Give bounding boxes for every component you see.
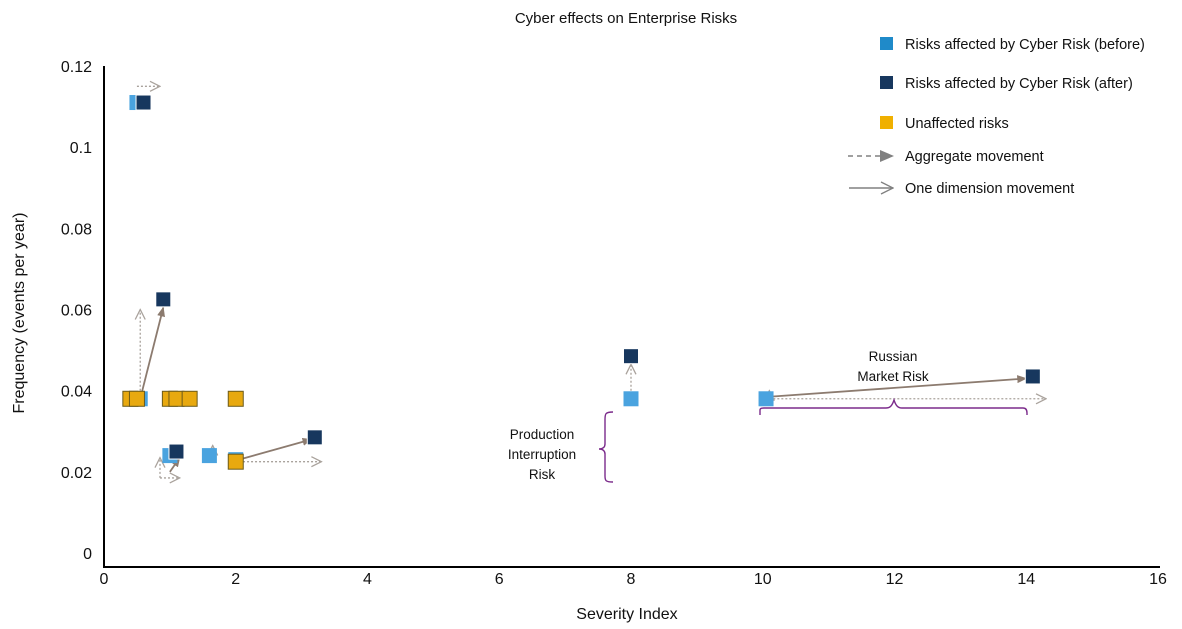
production-risk-label: Production Interruption Risk bbox=[508, 427, 576, 482]
movement-arrows bbox=[137, 86, 1046, 478]
y-tick-label: 0.1 bbox=[70, 140, 92, 157]
x-tick-label: 8 bbox=[627, 571, 636, 588]
point-after bbox=[168, 443, 185, 460]
legend-label-before: Risks affected by Cyber Risk (before) bbox=[905, 37, 1145, 53]
point-after bbox=[306, 429, 323, 446]
x-tick-label: 2 bbox=[231, 571, 240, 588]
aggregate-movement-arrow bbox=[238, 437, 313, 461]
point-before bbox=[758, 391, 774, 407]
x-tick-label: 10 bbox=[754, 571, 772, 588]
russian-market-risk-label: Russian Market Risk bbox=[857, 349, 929, 384]
y-tick-label: 0.06 bbox=[61, 303, 92, 320]
chart-title: Cyber effects on Enterprise Risks bbox=[515, 10, 737, 27]
x-tick-label: 0 bbox=[100, 571, 109, 588]
point-unaffected bbox=[227, 453, 244, 470]
axes bbox=[103, 66, 1160, 568]
point-before bbox=[201, 448, 217, 464]
point-unaffected bbox=[128, 390, 145, 407]
point-after bbox=[623, 348, 639, 365]
legend-label-aggregate: Aggregate movement bbox=[905, 149, 1044, 165]
x-tick-label: 16 bbox=[1149, 571, 1167, 588]
point-after bbox=[135, 94, 152, 111]
data-points bbox=[122, 94, 1041, 470]
legend: Risks affected by Cyber Risk (before) Ri… bbox=[848, 37, 1145, 197]
point-before bbox=[623, 391, 639, 407]
y-tick-label: 0.08 bbox=[61, 221, 92, 238]
point-after bbox=[1024, 368, 1041, 385]
x-axis-title: Severity Index bbox=[576, 606, 677, 623]
y-tick-label: 0.12 bbox=[61, 59, 92, 76]
point-unaffected bbox=[227, 390, 244, 407]
legend-label-after: Risks affected by Cyber Risk (after) bbox=[905, 76, 1133, 92]
point-after bbox=[155, 291, 172, 308]
legend-label-one-dimension: One dimension movement bbox=[905, 181, 1074, 197]
aggregate-movement-arrow bbox=[139, 306, 165, 400]
legend-swatch-after bbox=[880, 76, 893, 89]
legend-swatch-before bbox=[880, 37, 893, 50]
aggregate-movement-arrow bbox=[169, 456, 181, 473]
production-risk-bracket bbox=[598, 411, 614, 483]
legend-label-unaffected: Unaffected risks bbox=[905, 116, 1009, 132]
russian-risk-bracket bbox=[759, 397, 1028, 415]
x-tick-label: 12 bbox=[886, 571, 904, 588]
annotations: Production Interruption Risk Russian Market… bbox=[508, 349, 1028, 483]
aggregate-movement-arrow bbox=[769, 375, 1028, 398]
x-tick-label: 14 bbox=[1017, 571, 1035, 588]
y-tick-label: 0 bbox=[83, 546, 92, 563]
x-tick-labels: 0 2 4 6 8 10 12 14 16 bbox=[100, 571, 1167, 588]
point-unaffected bbox=[181, 390, 198, 407]
legend-swatch-unaffected bbox=[880, 116, 893, 129]
x-tick-label: 6 bbox=[495, 571, 504, 588]
x-tick-label: 4 bbox=[363, 571, 372, 588]
y-tick-label: 0.04 bbox=[61, 384, 92, 401]
y-tick-labels: 0 0.02 0.04 0.06 0.08 0.1 0.12 bbox=[61, 59, 92, 563]
y-axis-title: Frequency (events per year) bbox=[11, 213, 28, 414]
y-tick-label: 0.02 bbox=[61, 465, 92, 482]
